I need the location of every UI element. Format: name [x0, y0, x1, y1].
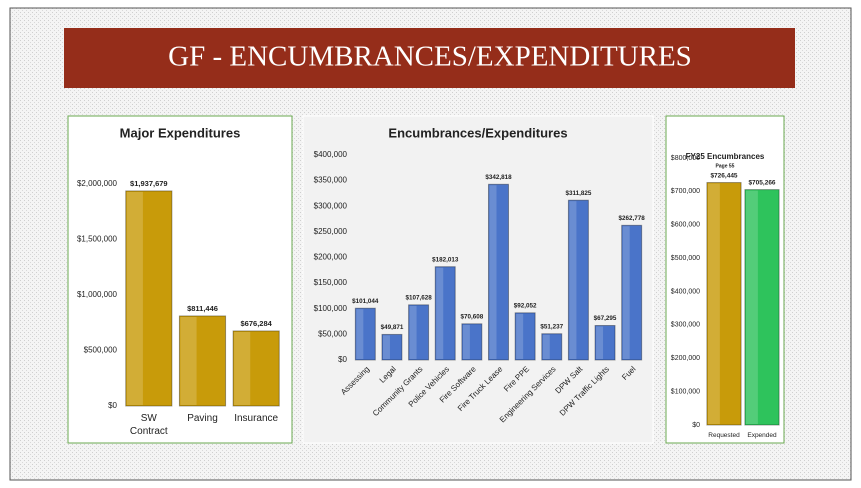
bar-highlight [569, 201, 577, 359]
x-tick-label: SW Contract [129, 413, 168, 437]
chart-title: Encumbrances/Expenditures [388, 125, 567, 140]
value-label: $705,266 [748, 179, 775, 186]
y-tick-label: $50,000 [318, 329, 347, 338]
y-tick-label: $0 [108, 401, 117, 410]
y-tick-label: $700,000 [671, 188, 700, 195]
bar [354, 307, 376, 361]
bar [232, 330, 280, 407]
bar [744, 189, 780, 426]
y-tick-label: $0 [338, 355, 347, 364]
y-tick-label: $150,000 [314, 278, 348, 287]
bar-highlight [462, 324, 470, 359]
value-label: $1,937,679 [130, 179, 168, 188]
y-tick-label: $400,000 [671, 288, 700, 295]
value-label: $101,044 [352, 298, 379, 305]
value-label: $676,284 [241, 319, 273, 328]
y-tick-label: $350,000 [314, 176, 348, 185]
y-tick-label: $1,500,000 [77, 235, 118, 244]
x-tick-label: Expended [747, 432, 777, 439]
bar-highlight [126, 191, 143, 405]
bar [594, 325, 616, 361]
bar [541, 333, 563, 361]
bar-highlight [707, 183, 720, 424]
value-label: $726,445 [710, 172, 737, 179]
bar [381, 333, 403, 361]
value-label: $70,608 [460, 313, 483, 320]
bar [408, 304, 430, 361]
y-tick-label: $1,000,000 [77, 290, 118, 299]
y-tick-label: $100,000 [671, 388, 700, 395]
y-tick-label: $250,000 [314, 227, 348, 236]
value-label: $92,052 [514, 302, 537, 309]
bar-highlight [436, 267, 444, 359]
bar-highlight [180, 316, 197, 405]
x-tick-label: Requested [708, 432, 740, 439]
bar [434, 266, 456, 361]
bar-highlight [745, 190, 758, 424]
bar-highlight [234, 331, 251, 405]
chart-subtitle: Page 55 [716, 163, 735, 169]
bar-highlight [409, 305, 417, 359]
bar-highlight [516, 313, 524, 359]
bar [706, 182, 742, 426]
x-tick-label: Insurance [234, 413, 279, 424]
y-tick-label: $500,000 [671, 255, 700, 262]
bar [178, 315, 227, 407]
y-tick-label: $100,000 [314, 304, 348, 313]
y-tick-label: $300,000 [314, 201, 348, 210]
chart-title: Major Expenditures [120, 125, 241, 140]
value-label: $811,446 [187, 304, 218, 313]
bar-highlight [542, 334, 550, 359]
y-tick-label: $400,000 [314, 150, 348, 159]
y-tick-label: $500,000 [84, 346, 118, 355]
y-tick-label: $600,000 [671, 222, 700, 229]
bar [461, 323, 483, 361]
value-label: $67,295 [594, 315, 617, 322]
bar-highlight [356, 309, 364, 359]
y-tick-label: $800,000 [671, 155, 700, 162]
value-label: $311,825 [565, 190, 591, 197]
chart-panel [302, 115, 654, 444]
bar [488, 183, 509, 361]
y-tick-label: $200,000 [314, 253, 348, 262]
value-label: $49,871 [381, 324, 404, 331]
slide-title: GF - ENCUMBRANCES/EXPENDITURES [168, 41, 692, 73]
y-tick-label: $2,000,000 [77, 179, 118, 188]
bar [514, 312, 536, 361]
bar-highlight [596, 326, 604, 359]
value-label: $342,818 [485, 174, 512, 181]
bar [567, 199, 589, 361]
value-label: $107,628 [405, 295, 432, 302]
y-tick-label: $0 [692, 422, 700, 429]
bar-highlight [622, 226, 630, 359]
value-label: $182,013 [432, 256, 459, 263]
chart-title: FY25 Encumbrances [686, 152, 765, 161]
bar-highlight [382, 335, 390, 359]
y-tick-label: $300,000 [671, 322, 700, 329]
bar-highlight [489, 185, 497, 359]
bar [621, 224, 643, 361]
value-label: $51,237 [540, 323, 563, 330]
title-banner [64, 28, 795, 88]
x-tick-label: Paving [187, 413, 218, 424]
value-label: $262,778 [619, 215, 646, 222]
bar [125, 190, 173, 407]
y-tick-label: $200,000 [671, 355, 700, 362]
